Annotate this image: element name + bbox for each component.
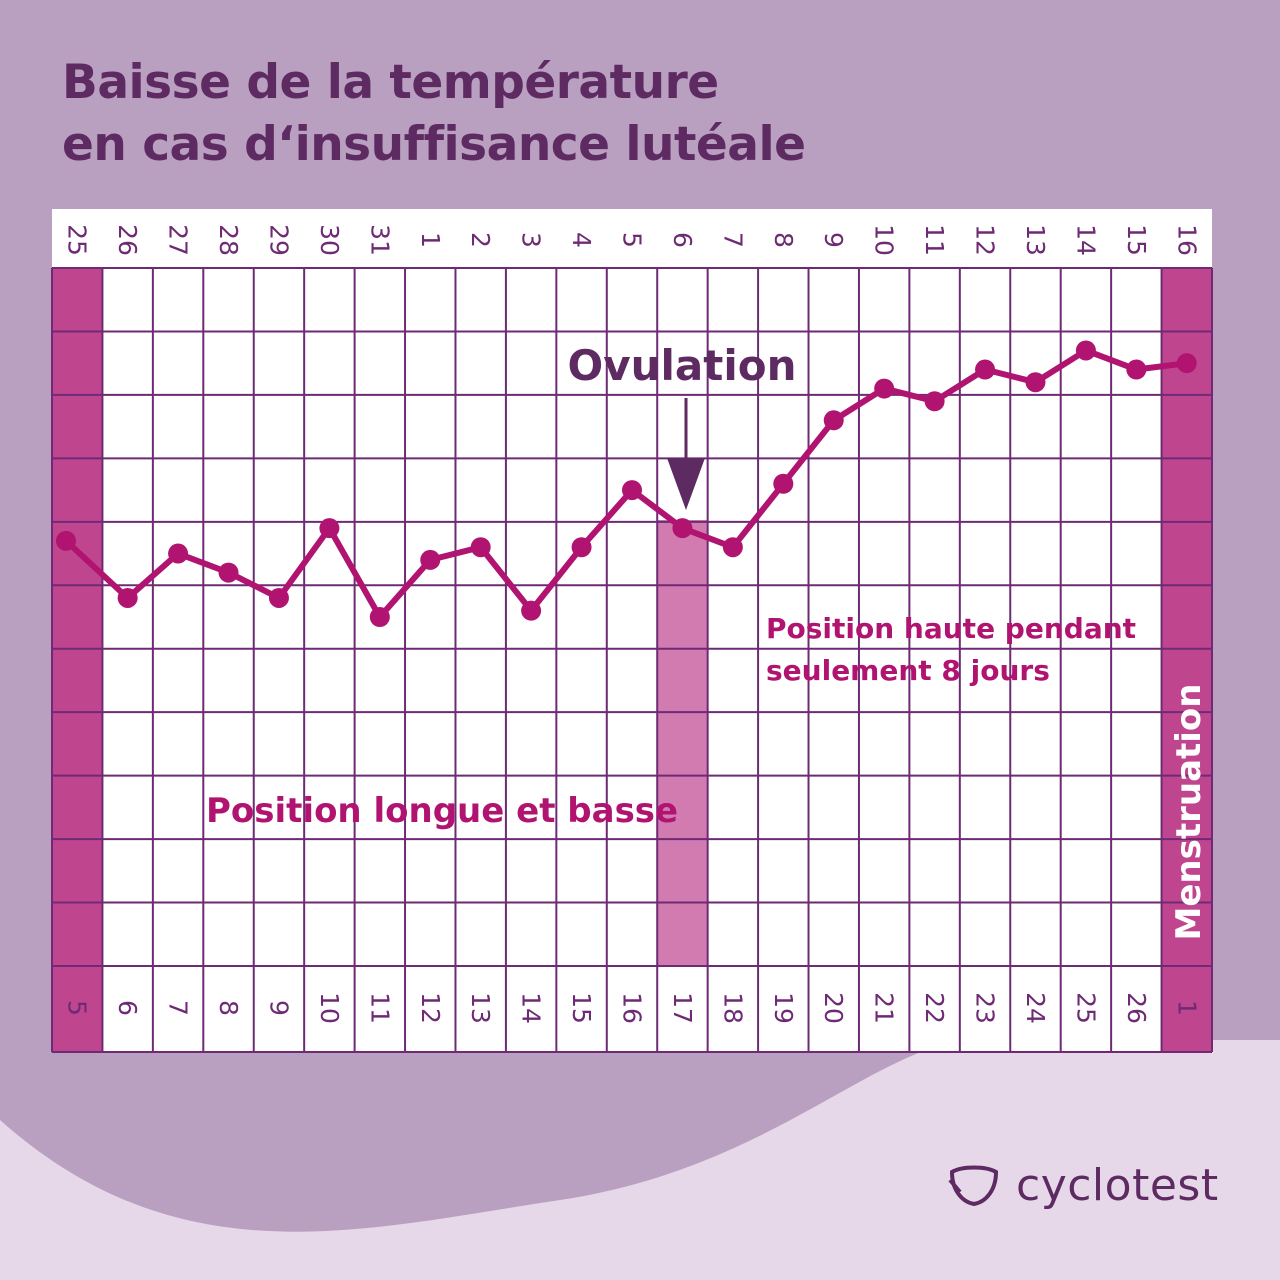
temperature-point	[622, 480, 642, 501]
date-label: 3	[517, 232, 546, 248]
date-label: 15	[1122, 224, 1151, 256]
temperature-point	[1025, 372, 1046, 393]
temperature-point	[420, 549, 441, 570]
cycle-day-label: 21	[870, 992, 899, 1024]
date-label: 26	[113, 224, 142, 256]
date-label: 28	[214, 224, 243, 256]
date-label: 2	[466, 232, 495, 248]
temperature-point	[773, 473, 794, 494]
date-label: 13	[1021, 224, 1050, 256]
title-line-2: en cas d‘insuffisance lutéale	[62, 117, 806, 172]
temperature-point	[1126, 359, 1147, 380]
temperature-point	[218, 562, 239, 583]
temperature-point	[874, 378, 895, 399]
temperature-point	[571, 537, 592, 558]
chart-area	[52, 209, 1212, 1052]
temperature-point	[672, 518, 693, 539]
cycle-day-label: 8	[214, 1000, 243, 1016]
ovulation-arrow-head-icon	[667, 458, 705, 510]
date-label: 6	[668, 232, 697, 248]
ovulation-band	[657, 520, 708, 966]
page-title: Baisse de la température en cas d‘insuff…	[62, 52, 806, 176]
cycle-day-label: 6	[113, 1000, 142, 1016]
cycle-day-label: 15	[567, 992, 596, 1024]
brand-logo: cyclotest	[946, 1160, 1219, 1211]
cycle-day-label: 17	[668, 992, 697, 1024]
cycle-day-label: 14	[517, 992, 546, 1024]
temperature-point	[56, 530, 76, 551]
date-label: 14	[1071, 224, 1100, 256]
date-label: 4	[567, 232, 596, 248]
temperature-point	[1176, 353, 1197, 374]
date-label: 8	[769, 232, 798, 248]
date-label: 27	[164, 224, 193, 256]
date-labels: 25 26 27 28 29 30 31 1 2 3 4 5 6 7 8 9 10 11 12 13 14 15 16	[63, 224, 1202, 256]
temperature-point	[521, 600, 542, 621]
temperature-point	[722, 537, 743, 558]
date-label: 29	[264, 224, 293, 256]
cycle-day-label: 12	[416, 992, 445, 1024]
cycle-day-labels: 5 6 7 8 9 10 11 12 13 14 15 16 17 18 19 20 21 22 23 24 25 26 1	[63, 992, 1202, 1024]
high-phase-label-line-1: Position haute pendant	[766, 612, 1136, 645]
cycle-day-label: 24	[1021, 992, 1050, 1024]
chart-grid-layer	[51, 267, 1213, 1053]
temperature-point	[168, 543, 189, 564]
menstruation-column	[52, 268, 103, 1052]
temperature-point	[823, 410, 844, 431]
date-label: 31	[365, 224, 394, 256]
high-phase-label-line-2: seulement 8 jours	[766, 654, 1050, 687]
cycle-day-label: 7	[164, 1000, 193, 1016]
cycle-day-label: 11	[365, 992, 394, 1024]
date-label: 30	[315, 224, 344, 256]
cycle-day-label: 1	[1172, 1000, 1201, 1016]
date-label: 12	[971, 224, 1000, 256]
temperature-point	[319, 518, 340, 539]
background-light-wave	[0, 1040, 1280, 1280]
cycle-day-label: 10	[315, 992, 344, 1024]
ovulation-label: Ovulation	[568, 341, 797, 390]
date-label: 25	[63, 224, 92, 256]
temperature-point	[924, 391, 945, 412]
menstruation-label: Menstruation	[1169, 684, 1209, 941]
title-line-1: Baisse de la température	[62, 55, 719, 110]
cycle-day-label: 25	[1071, 992, 1100, 1024]
cycle-day-label: 16	[618, 992, 647, 1024]
cycle-day-label: 19	[769, 992, 798, 1024]
annotation-layer: Ovulation Position longue et basse Posit…	[206, 341, 1209, 940]
temperature-curve-layer	[56, 340, 1197, 627]
temperature-point	[975, 359, 996, 380]
date-label: 7	[718, 232, 747, 248]
temperature-point	[268, 587, 289, 608]
chart-background-layer	[52, 209, 1212, 1052]
temperature-point	[369, 607, 390, 627]
date-label: 1	[416, 232, 445, 248]
cycle-day-label: 20	[819, 992, 848, 1024]
cycle-day-label: 9	[264, 1000, 293, 1016]
menstruation-column	[1161, 268, 1212, 1052]
date-label: 5	[618, 232, 647, 248]
logo-text: cyclotest	[1016, 1160, 1219, 1211]
low-phase-label: Position longue et basse	[206, 791, 678, 831]
temperature-point	[1075, 340, 1096, 361]
date-label: 10	[870, 224, 899, 256]
date-label: 9	[819, 232, 848, 248]
date-label: 16	[1172, 224, 1201, 256]
cycle-day-label: 18	[718, 992, 747, 1024]
temperature-point	[117, 587, 138, 608]
cycle-day-label: 26	[1122, 992, 1151, 1024]
cycle-day-label: 22	[920, 992, 949, 1024]
date-label: 11	[920, 224, 949, 256]
cycle-day-label: 23	[971, 992, 1000, 1024]
cycle-day-label: 5	[63, 1000, 92, 1016]
cycle-day-label: 13	[466, 992, 495, 1024]
temperature-point	[470, 537, 491, 558]
cyclotest-logo-icon	[948, 1165, 999, 1206]
